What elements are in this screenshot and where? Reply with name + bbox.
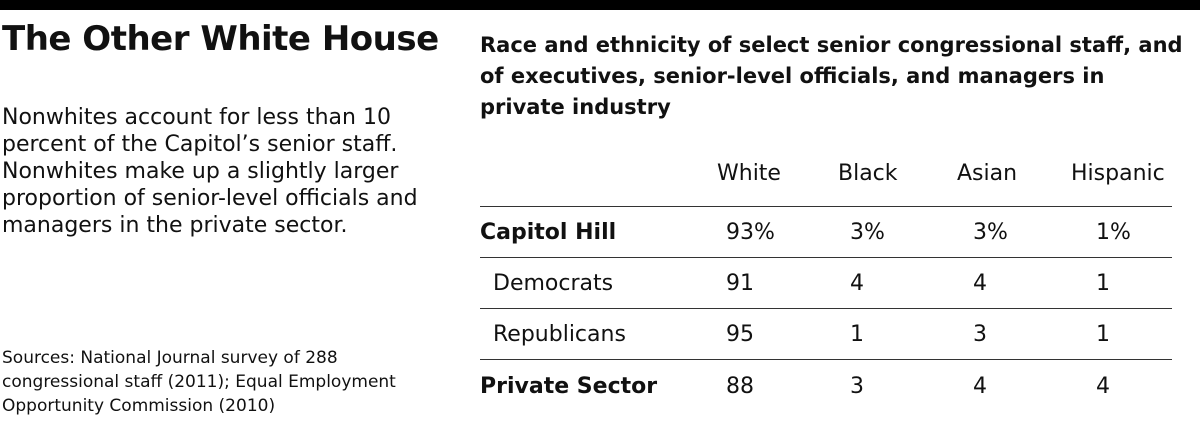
row-label-capitol-hill: Capitol Hill <box>480 220 617 245</box>
table-title: Race and ethnicity of select senior cong… <box>480 33 1183 119</box>
table-cell: 95 <box>726 322 754 347</box>
column-header-hispanic: Hispanic <box>1071 161 1165 186</box>
table-cell: 4 <box>850 271 864 296</box>
column-header-asian: Asian <box>957 161 1018 186</box>
table-rule <box>480 359 1172 360</box>
column-header-black: Black <box>838 161 898 186</box>
table-cell: 91 <box>726 271 754 296</box>
table-cell: 1 <box>1096 322 1110 347</box>
table-rule <box>480 206 1172 207</box>
row-label-democrats: Democrats <box>493 271 614 296</box>
table-cell: 4 <box>973 374 987 399</box>
top-bar <box>0 0 1200 10</box>
row-label-private-sector: Private Sector <box>480 374 658 399</box>
row-label-republicans: Republicans <box>493 322 626 347</box>
column-header-white: White <box>717 161 781 186</box>
description-text: Nonwhites account for less than 10 perce… <box>2 105 418 238</box>
table-cell: 88 <box>726 374 754 399</box>
table-cell: 1 <box>850 322 864 347</box>
table-cell: 4 <box>973 271 987 296</box>
table-cell: 3 <box>850 374 864 399</box>
table-cell: 3 <box>973 322 987 347</box>
table-rule <box>480 308 1172 309</box>
table-cell: 3% <box>850 220 885 245</box>
table-cell: 3% <box>973 220 1008 245</box>
table-cell: 1 <box>1096 271 1110 296</box>
table-cell: 93% <box>726 220 775 245</box>
table-rule <box>480 257 1172 258</box>
sources-note: Sources: National Journal survey of 288 … <box>2 348 396 416</box>
table-cell: 1% <box>1096 220 1131 245</box>
page-title: The Other White House <box>2 19 439 59</box>
table-cell: 4 <box>1096 374 1110 399</box>
